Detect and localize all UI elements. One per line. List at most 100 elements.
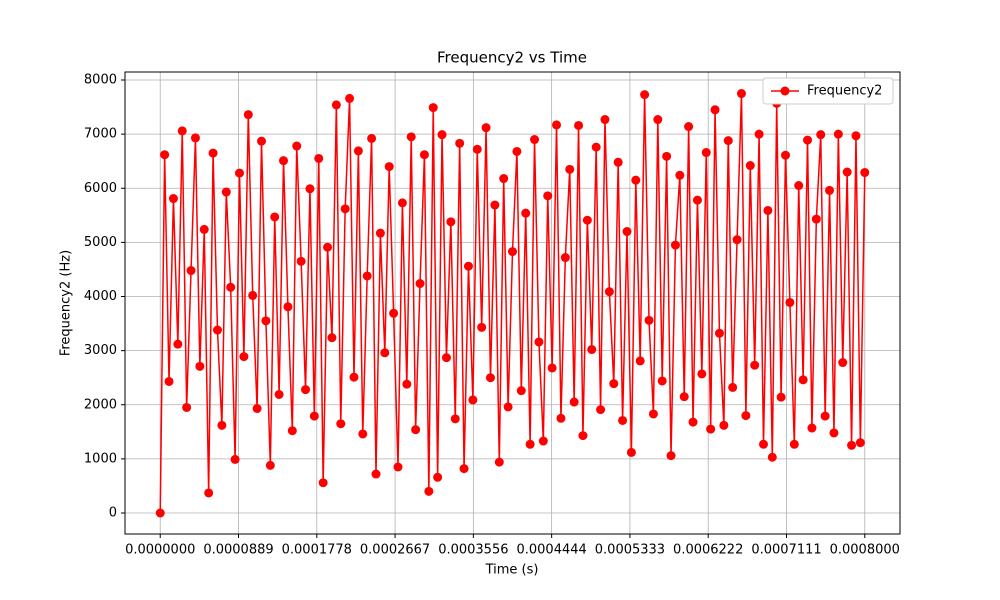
- data-point: [323, 242, 333, 252]
- data-point: [798, 375, 808, 385]
- y-tick-label: 0: [109, 506, 117, 521]
- data-point: [270, 212, 280, 222]
- data-point: [406, 132, 416, 142]
- data-point: [622, 227, 632, 237]
- data-point: [164, 376, 174, 386]
- data-point: [754, 129, 764, 139]
- data-point: [556, 413, 566, 423]
- data-point: [732, 235, 742, 245]
- data-point: [829, 428, 839, 438]
- data-point: [604, 287, 614, 297]
- data-point: [441, 353, 451, 363]
- data-point: [842, 167, 852, 177]
- data-point: [287, 426, 297, 436]
- data-point: [565, 164, 575, 174]
- data-point: [257, 136, 267, 146]
- data-point: [402, 379, 412, 389]
- y-tick-label: 7000: [84, 127, 117, 142]
- data-point: [640, 90, 650, 100]
- data-point: [785, 297, 795, 307]
- data-point: [437, 130, 447, 140]
- data-point: [631, 175, 641, 185]
- data-point: [349, 372, 359, 382]
- data-point: [741, 411, 751, 421]
- data-point: [221, 187, 231, 197]
- data-point: [186, 266, 196, 276]
- data-point: [816, 130, 826, 140]
- data-point: [512, 146, 522, 156]
- data-point: [177, 126, 187, 136]
- data-point: [463, 261, 473, 271]
- data-point: [525, 439, 535, 449]
- data-point: [543, 191, 553, 201]
- y-tick-label: 1000: [84, 451, 117, 466]
- data-point: [459, 464, 469, 474]
- data-point: [855, 438, 865, 448]
- data-point: [838, 358, 848, 368]
- data-point: [609, 379, 619, 389]
- data-point: [494, 457, 504, 467]
- data-point: [697, 369, 707, 379]
- y-tick-label: 3000: [84, 343, 117, 358]
- data-point: [684, 122, 694, 132]
- data-point: [380, 348, 390, 358]
- x-tick-label: 0.0000000: [125, 543, 195, 558]
- data-point: [331, 100, 341, 110]
- data-point: [195, 361, 205, 371]
- x-tick-label: 0.0003556: [438, 543, 508, 558]
- data-point: [168, 194, 178, 204]
- data-point: [596, 405, 606, 415]
- data-point: [719, 420, 729, 430]
- data-point: [234, 168, 244, 178]
- data-point: [208, 148, 218, 158]
- y-axis-label: Frequency2 (Hz): [59, 250, 74, 356]
- data-point: [336, 419, 346, 429]
- data-point: [283, 302, 293, 312]
- data-point: [723, 136, 733, 146]
- data-point: [574, 120, 584, 130]
- data-point: [811, 214, 821, 224]
- data-point: [714, 328, 724, 338]
- y-tick-label: 4000: [84, 289, 117, 304]
- data-point: [516, 386, 526, 396]
- data-point: [485, 373, 495, 383]
- data-point: [274, 389, 284, 399]
- data-point: [763, 205, 773, 215]
- data-point: [353, 146, 363, 156]
- data-point: [155, 508, 165, 518]
- y-tick-label: 5000: [84, 235, 117, 250]
- data-point: [490, 200, 500, 210]
- data-point: [578, 431, 588, 441]
- data-point: [803, 135, 813, 145]
- data-point: [345, 93, 355, 103]
- data-point: [340, 204, 350, 214]
- data-point: [635, 356, 645, 366]
- data-point: [477, 322, 487, 332]
- data-point: [173, 339, 183, 349]
- data-point: [415, 279, 425, 289]
- data-point: [710, 105, 720, 115]
- y-tick-label: 2000: [84, 397, 117, 412]
- x-tick-label: 0.0000889: [203, 543, 273, 558]
- data-point: [675, 170, 685, 180]
- data-point: [560, 253, 570, 263]
- data-point: [419, 150, 429, 160]
- data-point: [243, 110, 253, 120]
- data-point: [776, 392, 786, 402]
- data-point: [199, 224, 209, 234]
- data-point: [600, 115, 610, 125]
- data-point: [781, 150, 791, 160]
- data-point: [745, 161, 755, 171]
- data-point: [851, 131, 861, 141]
- data-point: [472, 144, 482, 154]
- data-point: [820, 411, 830, 421]
- x-tick-label: 0.0005333: [595, 543, 665, 558]
- data-point: [825, 185, 835, 195]
- data-point: [367, 133, 377, 143]
- x-tick-label: 0.0006222: [673, 543, 743, 558]
- data-point: [736, 89, 746, 99]
- data-point: [433, 472, 443, 482]
- data-point: [468, 395, 478, 405]
- data-point: [362, 271, 372, 281]
